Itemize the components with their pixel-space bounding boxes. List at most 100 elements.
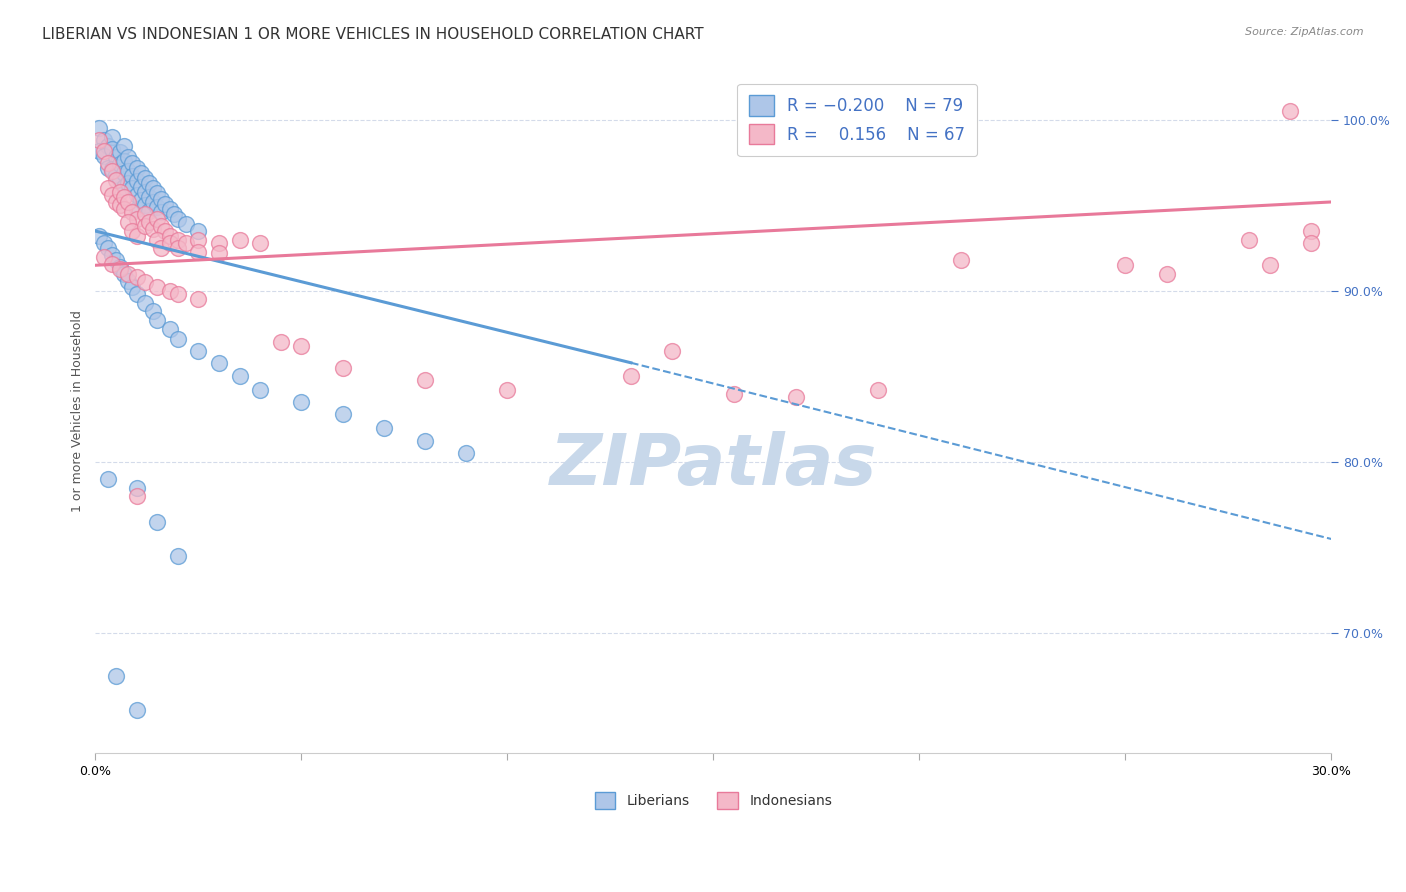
Point [97, 155, 120, 169]
Point [125, 703, 148, 717]
Text: LIBERIAN VS INDONESIAN 1 OR MORE VEHICLES IN HOUSEHOLD CORRELATION CHART: LIBERIAN VS INDONESIAN 1 OR MORE VEHICLE… [42, 27, 704, 42]
Point [125, 161, 148, 175]
Point [187, 343, 209, 358]
Point [117, 176, 139, 190]
Point [373, 421, 395, 435]
Point [1237, 233, 1260, 247]
Point [138, 203, 160, 218]
Legend: Liberians, Indonesians: Liberians, Indonesians [589, 786, 838, 814]
Point [101, 164, 124, 178]
Point [93, 149, 115, 163]
Point [249, 383, 271, 397]
Point [97, 161, 120, 175]
Point [104, 253, 127, 268]
Point [112, 138, 135, 153]
Point [134, 207, 156, 221]
Point [456, 446, 478, 460]
Point [125, 481, 148, 495]
Point [1299, 235, 1322, 250]
Point [290, 339, 312, 353]
Point [249, 235, 271, 250]
Point [93, 144, 115, 158]
Point [121, 169, 143, 184]
Point [142, 304, 165, 318]
Point [162, 207, 184, 221]
Point [101, 142, 124, 156]
Point [117, 274, 139, 288]
Point [868, 383, 890, 397]
Point [117, 194, 139, 209]
Point [949, 253, 972, 268]
Text: ZIPatlas: ZIPatlas [550, 431, 877, 500]
Point [104, 194, 127, 209]
Point [134, 276, 156, 290]
Point [174, 235, 197, 250]
Point [97, 138, 120, 153]
Point [112, 179, 135, 194]
Point [104, 151, 127, 165]
Point [125, 212, 148, 227]
Point [166, 287, 188, 301]
Point [332, 407, 354, 421]
Point [134, 198, 156, 212]
Point [166, 233, 188, 247]
Point [166, 241, 188, 255]
Point [332, 360, 354, 375]
Point [89, 133, 111, 147]
Point [89, 121, 111, 136]
Point [121, 280, 143, 294]
Point [101, 248, 124, 262]
Point [159, 284, 181, 298]
Point [187, 224, 209, 238]
Point [174, 217, 197, 231]
Point [108, 145, 131, 160]
Point [134, 296, 156, 310]
Point [129, 166, 152, 180]
Point [129, 179, 152, 194]
Point [129, 193, 152, 207]
Point [155, 196, 177, 211]
Point [142, 181, 165, 195]
Point [117, 164, 139, 178]
Point [1299, 224, 1322, 238]
Point [270, 335, 292, 350]
Point [97, 181, 120, 195]
Point [112, 153, 135, 168]
Point [785, 390, 807, 404]
Point [138, 176, 160, 190]
Point [413, 373, 436, 387]
Point [1114, 258, 1136, 272]
Point [97, 241, 120, 255]
Point [104, 669, 127, 683]
Point [134, 171, 156, 186]
Point [208, 356, 231, 370]
Point [112, 202, 135, 216]
Point [104, 168, 127, 182]
Point [117, 267, 139, 281]
Y-axis label: 1 or more Vehicles in Household: 1 or more Vehicles in Household [72, 310, 84, 512]
Point [101, 162, 124, 177]
Point [150, 241, 173, 255]
Point [108, 172, 131, 186]
Point [125, 202, 148, 216]
Point [101, 256, 124, 270]
Point [413, 434, 436, 449]
Point [208, 246, 231, 260]
Point [93, 133, 115, 147]
Point [208, 235, 231, 250]
Point [89, 229, 111, 244]
Point [290, 395, 312, 409]
Text: Source: ZipAtlas.com: Source: ZipAtlas.com [1246, 27, 1364, 37]
Point [125, 174, 148, 188]
Point [97, 472, 120, 486]
Point [125, 270, 148, 285]
Point [187, 293, 209, 307]
Point [142, 194, 165, 209]
Point [108, 261, 131, 276]
Point [146, 200, 169, 214]
Point [150, 219, 173, 233]
Point [112, 190, 135, 204]
Point [187, 233, 209, 247]
Point [134, 185, 156, 199]
Point [93, 250, 115, 264]
